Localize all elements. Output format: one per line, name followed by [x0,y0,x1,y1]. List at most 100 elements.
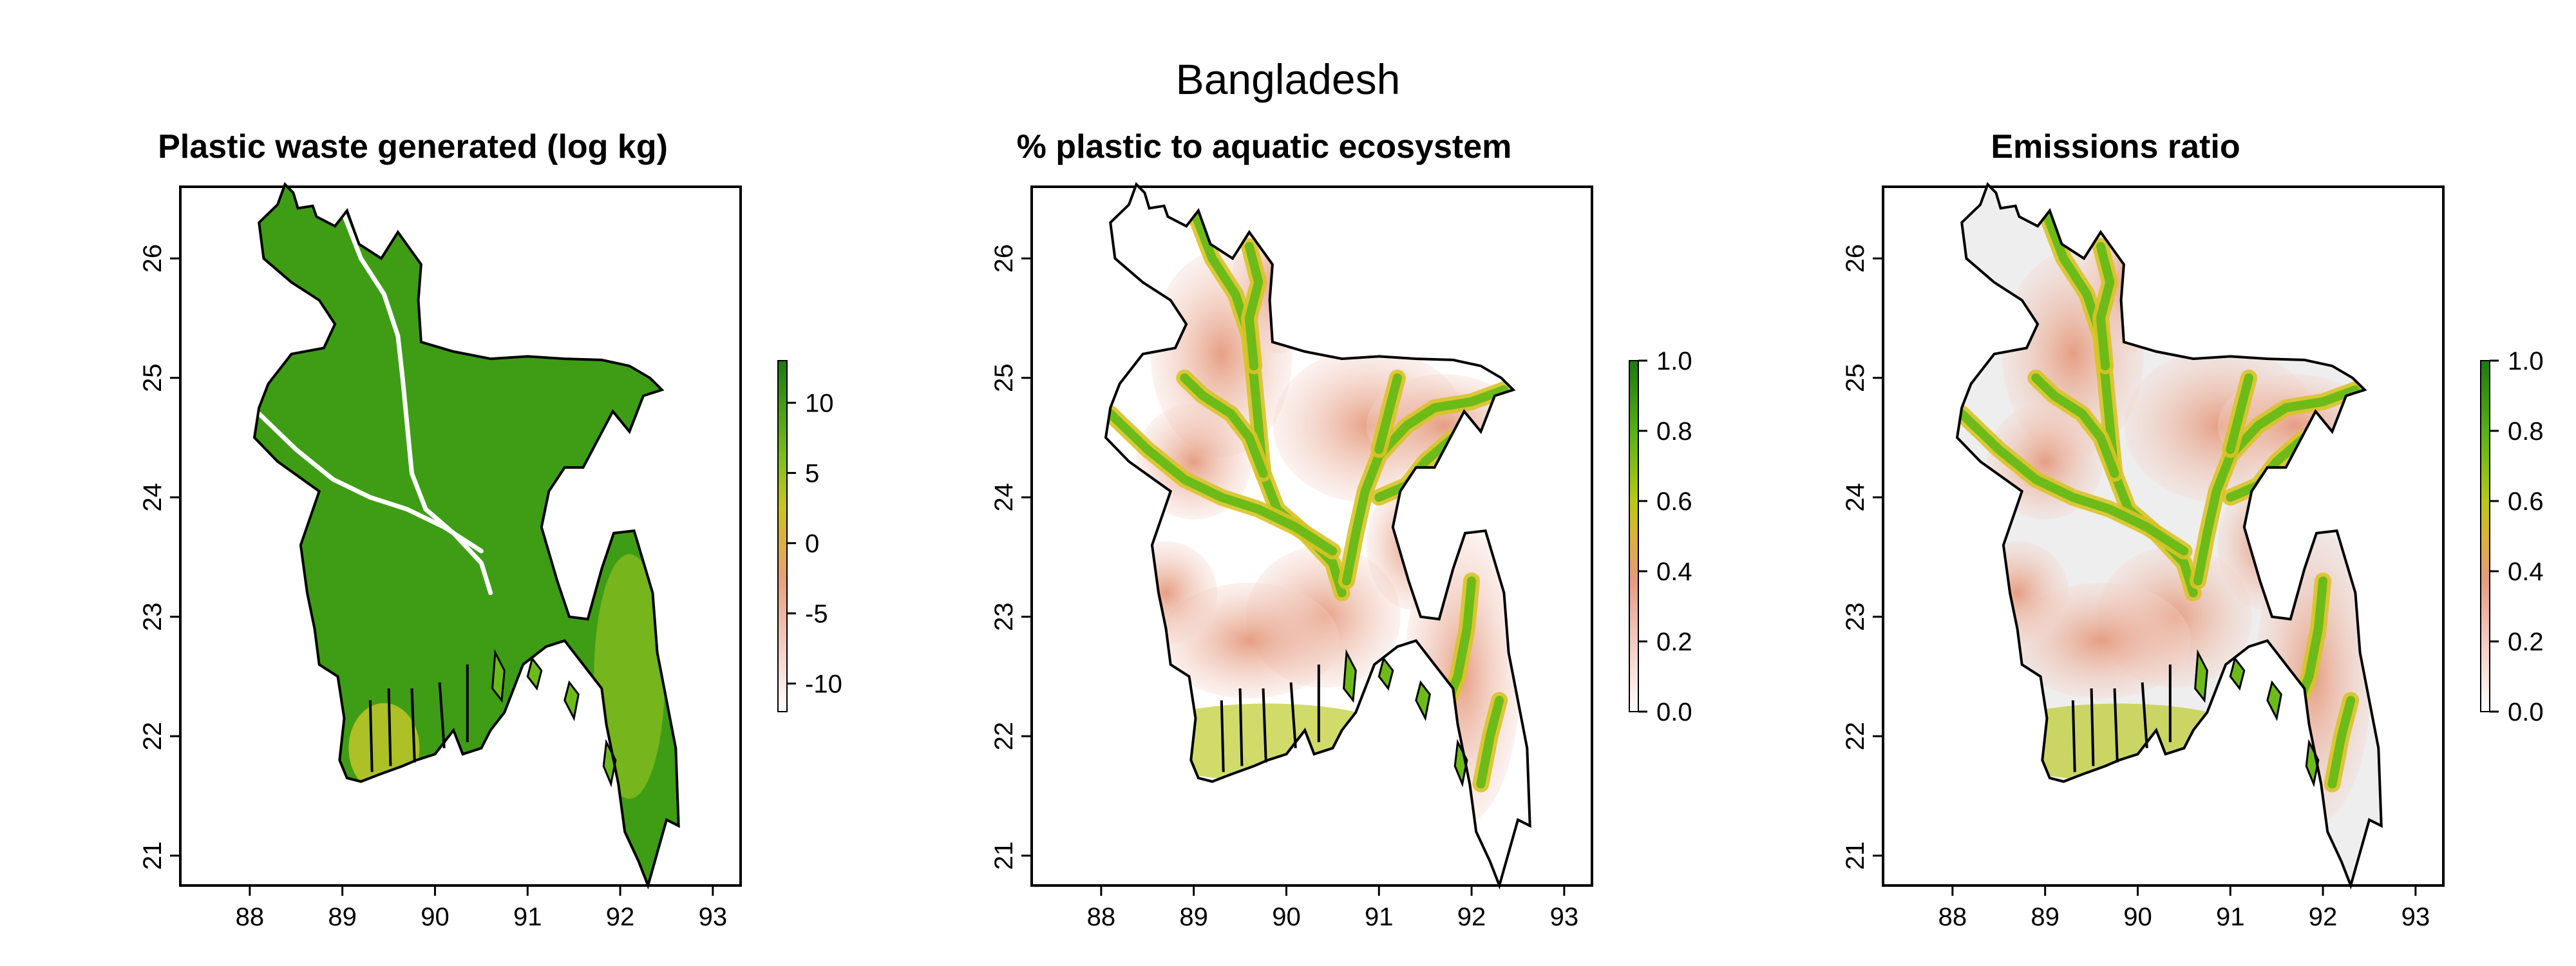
island [2229,656,2246,691]
colorbar-ramp [777,360,788,712]
panel-plastic-to-aquatic: % plastic to aquatic ecosystem 88 89 90 91 9… [990,128,1692,931]
y-tick-label: 23 [990,602,1018,631]
colorbar-tick-label: 0 [805,529,819,558]
colorbar-tick-label: 0.6 [2508,488,2544,516]
coastal-inlet [2113,688,2119,763]
colorbar-tick-label: 1.0 [2508,347,2544,375]
y-tick-label: 24 [138,483,167,512]
coastal-inlet [438,682,446,748]
colorbar-tick-label: 1.0 [1656,347,1692,375]
colorbar: 10 5 0 -5 -10 [777,360,842,712]
panel-title: Plastic waste generated (log kg) [158,128,668,166]
colorbar-tick-label: 0.8 [2508,417,2544,446]
y-tick-label: 22 [138,722,167,751]
y-axis: 21 22 23 24 25 26 [990,244,1032,870]
raster-texture [256,208,665,799]
x-tick-label: 91 [513,903,542,931]
x-tick-label: 90 [421,903,450,931]
y-tick-label: 26 [990,244,1018,273]
island [491,649,506,703]
colorbar: 1.0 0.8 0.6 0.4 0.2 0.0 [1629,347,1692,726]
y-axis: 21 22 23 24 25 26 [1841,244,1883,870]
panel-title: Emissions ratio [1991,128,2240,166]
colorbar-tick-label: 0.4 [1656,558,1692,586]
colorbar-tick-label: 0.2 [2508,628,2544,656]
plot-frame [1882,185,2445,887]
country-fill [254,184,679,886]
colorbar-tick-label: 5 [805,459,819,488]
y-tick-label: 25 [138,364,167,393]
x-tick-label: 92 [1457,903,1486,931]
map-layer [1955,182,2383,890]
x-tick-label: 91 [1365,903,1394,931]
x-axis: 88 89 90 91 92 93 [236,886,728,931]
panel-emissions-ratio: Emissions ratio 88 89 90 91 92 93 21222324252… [1841,128,2544,931]
country-border [1104,182,1531,890]
colorbar-tick-label: 0.2 [1656,628,1692,656]
map-layer [1104,182,1531,890]
x-axis: 88 89 90 91 92 93 [1087,886,1579,931]
island [2194,649,2208,703]
country-border [252,182,680,890]
y-tick-label: 24 [1841,483,1870,512]
island [526,656,543,691]
y-tick-label: 25 [990,364,1018,393]
x-tick-label: 93 [1550,903,1579,931]
colorbar-tick-label: 0.6 [1656,488,1692,516]
island [2266,680,2282,721]
coastal-inlet [368,700,374,772]
colorbar-ramp [2480,360,2490,712]
y-tick-label: 26 [138,244,167,273]
coastal-inlet [2090,688,2095,766]
colorbar-tick-label: 10 [805,389,834,417]
y-tick-label: 22 [1841,722,1870,751]
colorbar-tick-label: 0.4 [2508,558,2544,586]
x-tick-label: 92 [606,903,635,931]
map-layer [252,182,680,890]
page-title: Bangladesh [1175,55,1401,103]
plot-frame [179,185,742,887]
x-tick-label: 88 [1087,903,1116,931]
colorbar-tick-label: -5 [805,600,828,628]
panel-waste-generated: Plastic waste generated (log kg) 88 89 90 9… [138,128,842,931]
y-tick-label: 24 [990,483,1018,512]
x-axis: 88 89 90 91 92 93 [1938,886,2430,931]
x-tick-label: 90 [2123,903,2152,931]
y-tick-label: 26 [1841,244,1870,273]
coastal-inlet [1220,700,1225,772]
colorbar-tick-label: -10 [805,670,842,698]
x-tick-label: 93 [2401,903,2430,931]
x-tick-label: 93 [699,903,728,931]
x-tick-label: 88 [1938,903,1967,931]
y-tick-label: 21 [138,841,167,870]
coastal-inlet [2141,682,2148,748]
x-tick-label: 89 [328,903,357,931]
x-tick-label: 91 [2216,903,2245,931]
island [564,680,580,721]
x-tick-label: 88 [236,903,265,931]
coastal-inlet [1289,682,1297,748]
island [1343,649,1357,703]
y-tick-label: 21 [1841,841,1870,870]
colorbar-ramp [1629,360,1639,712]
y-tick-label: 23 [1841,602,1870,631]
y-tick-label: 22 [990,722,1018,751]
plot-frame [1030,185,1593,887]
coastal-inlet [1262,688,1267,763]
coastal-inlet [1238,688,1244,766]
y-axis: 21 22 23 24 25 26 [138,244,180,870]
island [1415,680,1431,721]
colorbar-tick-label: 0.0 [2508,698,2544,726]
y-tick-label: 25 [1841,364,1870,393]
coastal-inlet [410,688,416,763]
panel-title: % plastic to aquatic ecosystem [1017,128,1512,166]
island [1378,656,1394,691]
x-tick-label: 89 [2031,903,2060,931]
x-tick-label: 92 [2309,903,2338,931]
y-tick-label: 23 [138,602,167,631]
coastal-inlet [2071,700,2076,772]
colorbar-tick-label: 0.0 [1656,698,1692,726]
coastal-inlet [387,688,392,766]
colorbar-tick-label: 0.8 [1656,417,1692,446]
